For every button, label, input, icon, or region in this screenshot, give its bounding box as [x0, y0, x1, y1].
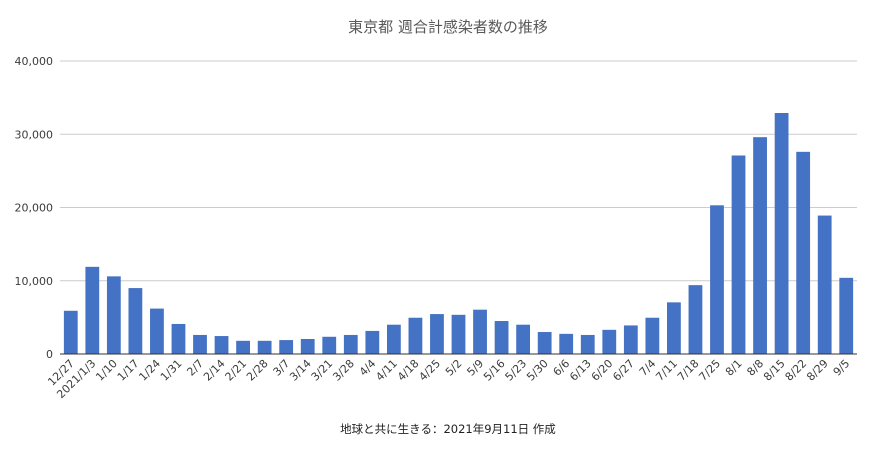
chart-title: 東京都 週合計感染者数の推移 — [348, 18, 548, 36]
x-tick-label: 8/1 — [723, 357, 745, 379]
x-tick-label: 1/17 — [115, 357, 142, 384]
bar — [710, 205, 724, 354]
x-tick-label: 2/21 — [223, 357, 250, 384]
x-tick-label: 1/24 — [136, 357, 163, 384]
bar — [386, 324, 401, 354]
x-tick-label: 9/5 — [831, 357, 853, 379]
y-tick-label: 40,000 — [15, 55, 54, 68]
bar — [236, 340, 250, 354]
bar — [602, 329, 617, 354]
bar — [365, 330, 380, 354]
bar — [645, 317, 660, 354]
bar — [451, 314, 466, 354]
bar — [106, 276, 121, 354]
bar — [559, 333, 574, 354]
bar — [839, 277, 854, 354]
x-tick-label: 5/16 — [481, 357, 508, 384]
bar — [817, 215, 832, 354]
x-tick-label: 2/28 — [244, 357, 271, 384]
y-tick-label: 20,000 — [15, 202, 54, 215]
bar — [494, 321, 509, 354]
bar — [85, 266, 100, 354]
bar — [128, 288, 143, 354]
x-tick-label: 7/11 — [653, 357, 680, 384]
bar — [214, 336, 229, 354]
bar — [753, 137, 767, 354]
bar — [667, 302, 681, 354]
bar — [150, 308, 164, 354]
bar — [408, 317, 423, 354]
x-tick-label: 3/21 — [309, 357, 336, 384]
x-tick-label: 4/18 — [395, 357, 422, 384]
y-tick-label: 10,000 — [15, 275, 54, 288]
gridlines — [60, 60, 857, 282]
x-tick-label: 7/25 — [696, 357, 723, 384]
bar — [731, 155, 746, 354]
chart-footer: 地球と共に生きる：2021年9月11日 作成 — [340, 422, 556, 436]
x-tick-label: 4/11 — [373, 357, 400, 384]
x-tick-label: 3/28 — [330, 357, 357, 384]
bar — [257, 340, 272, 354]
bar — [473, 309, 487, 354]
x-tick-label: 6/13 — [567, 357, 594, 384]
bar — [322, 336, 337, 354]
x-tick-label: 8/29 — [804, 357, 831, 384]
bar — [774, 113, 789, 354]
bar — [623, 325, 638, 354]
y-tick-label: 0 — [46, 348, 53, 361]
bar — [430, 314, 444, 354]
x-tick-label: 6/20 — [589, 357, 616, 384]
x-tick-label: 3/14 — [287, 357, 314, 384]
x-tick-label: 1/10 — [93, 357, 120, 384]
y-tick-label: 30,000 — [15, 128, 54, 141]
x-tick-label: 5/23 — [503, 357, 530, 384]
x-tick-label: 4/25 — [416, 357, 443, 384]
bars — [63, 113, 854, 354]
x-tick-label: 7/18 — [675, 357, 702, 384]
x-tick-label: 1/31 — [158, 357, 185, 384]
bar — [796, 151, 811, 354]
bar — [516, 324, 531, 354]
x-tick-label: 8/15 — [761, 357, 788, 384]
x-tick-label: 2/14 — [201, 357, 228, 384]
y-axis-ticks: 0 10,000 20,000 30,000 40,000 — [15, 55, 54, 361]
bar — [63, 310, 78, 354]
bar — [279, 340, 294, 354]
x-tick-label: 5/2 — [443, 357, 465, 379]
bar — [343, 334, 358, 354]
bar — [688, 285, 703, 354]
bar — [193, 334, 207, 354]
x-tick-label: 6/27 — [610, 357, 637, 384]
x-tick-label: 8/22 — [783, 357, 810, 384]
x-tick-label: 5/30 — [524, 357, 551, 384]
bar — [300, 338, 315, 354]
bar — [580, 334, 595, 354]
bar — [171, 323, 186, 354]
bar — [537, 332, 552, 354]
